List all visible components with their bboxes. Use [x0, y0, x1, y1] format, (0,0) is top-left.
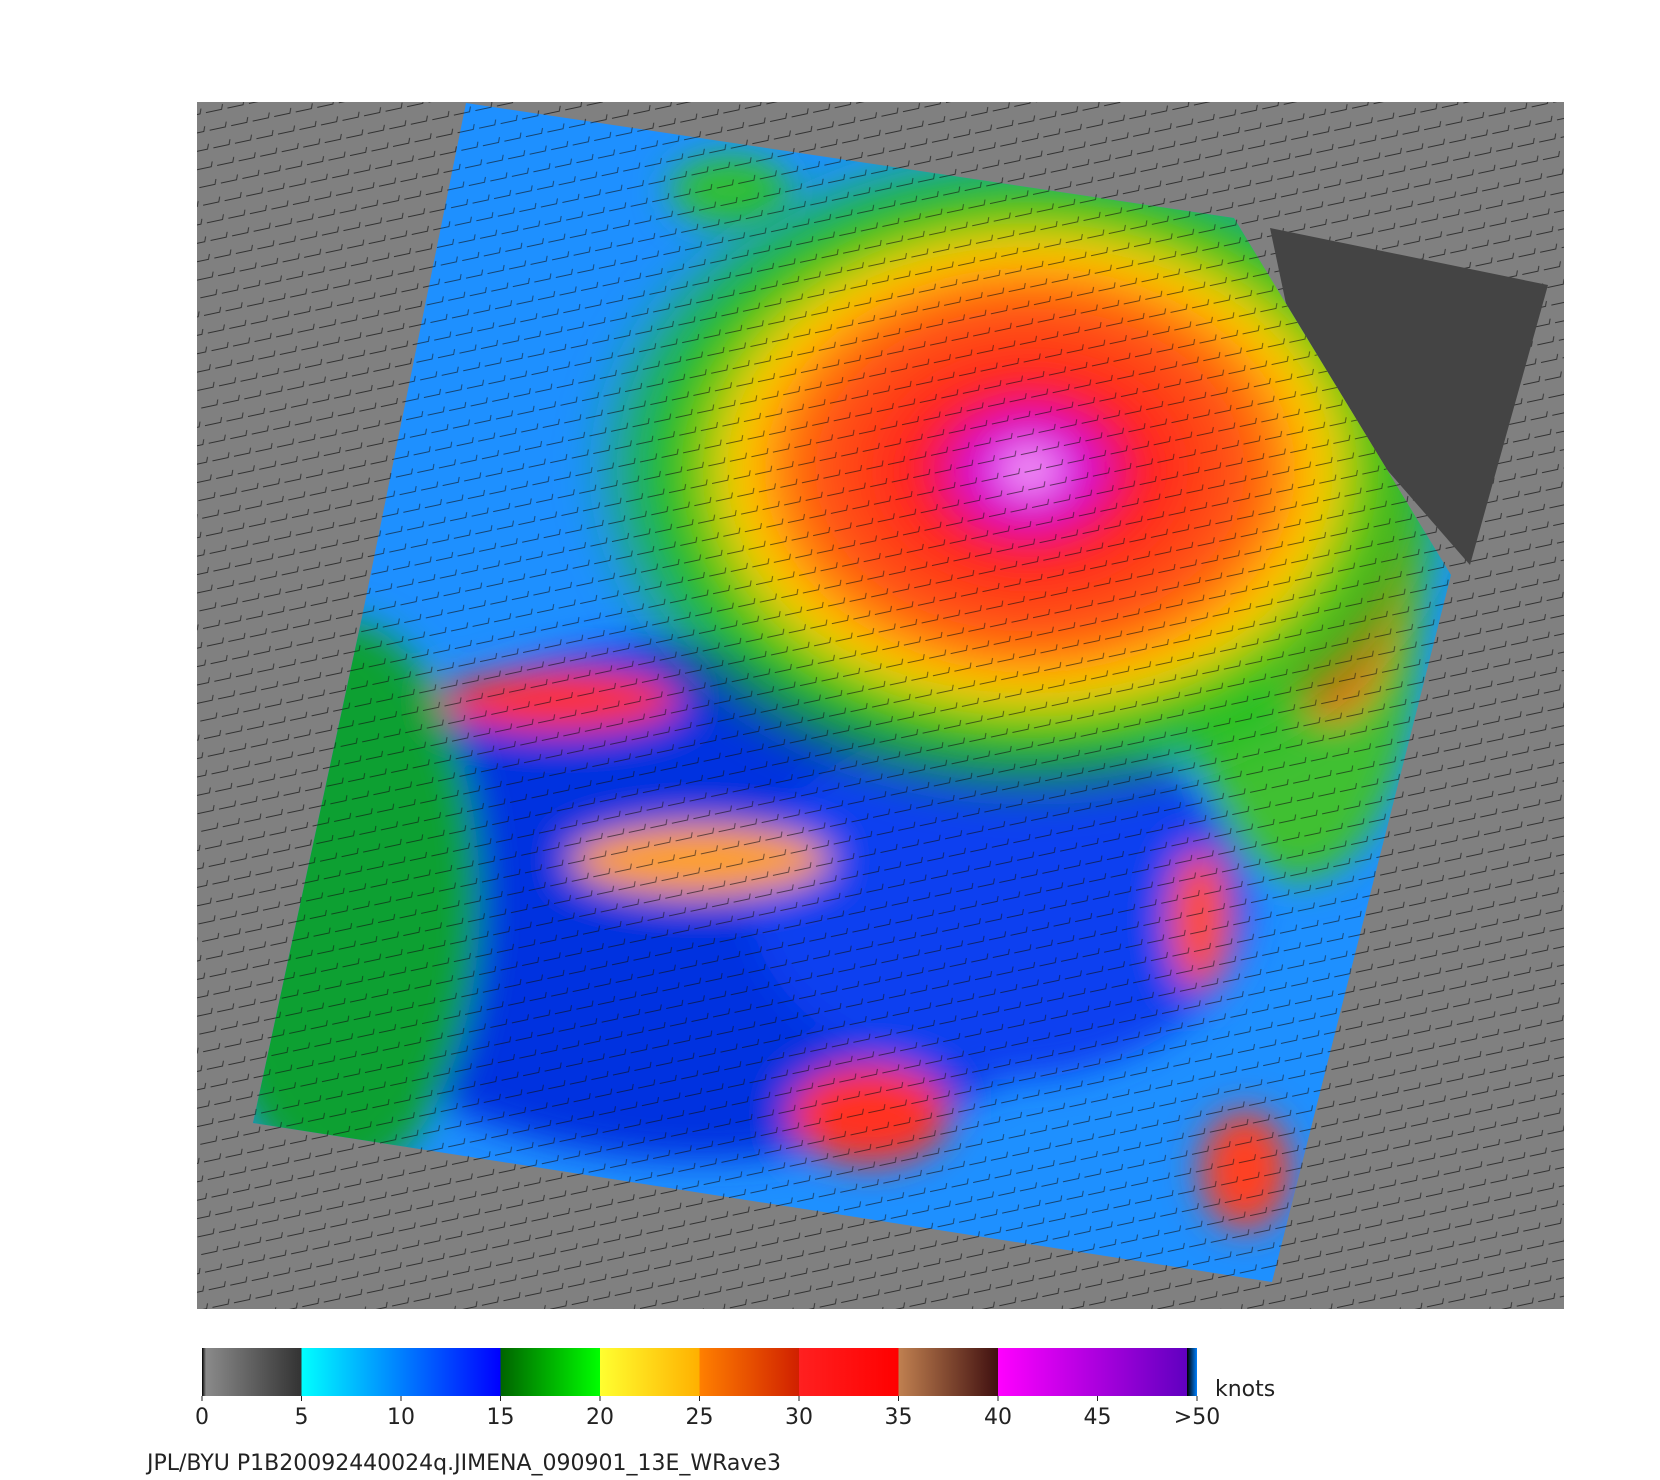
tick-label: 10: [387, 1405, 415, 1430]
tick-label: 15: [487, 1405, 515, 1430]
tick-label: 30: [785, 1405, 813, 1430]
tick-label: 5: [295, 1405, 309, 1430]
tick-label: 20: [586, 1405, 614, 1430]
swath: [253, 103, 1451, 1282]
colorbar-scale: [202, 1348, 1197, 1396]
map: [197, 102, 1564, 1309]
tick-label: 40: [984, 1405, 1012, 1430]
caption: JPL/BYU P1B20092440024q.JIMENA_090901_13…: [145, 1451, 781, 1476]
land: [1270, 228, 1548, 565]
tick-label: 45: [1084, 1405, 1112, 1430]
tick-label: 35: [885, 1405, 913, 1430]
colorbar: knots: [202, 1348, 1275, 1402]
colorbar-unit: knots: [1215, 1377, 1275, 1402]
tick-label: 0: [195, 1405, 209, 1430]
tick-label: 25: [686, 1405, 714, 1430]
tick-label: >50: [1174, 1405, 1220, 1430]
